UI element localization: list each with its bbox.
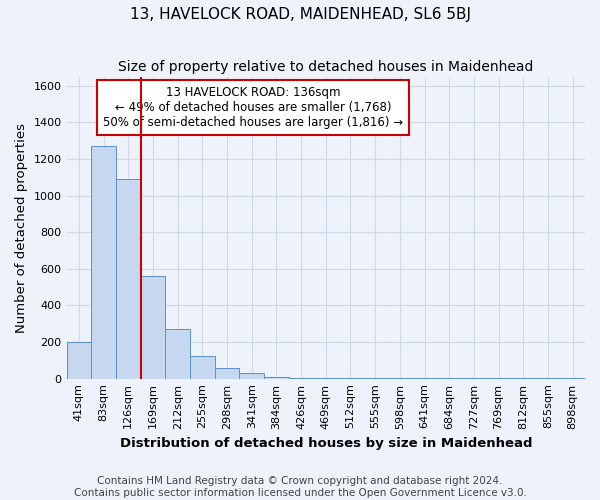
Bar [116,179,140,378]
Text: Contains HM Land Registry data © Crown copyright and database right 2024.
Contai: Contains HM Land Registry data © Crown c… [74,476,526,498]
Y-axis label: Number of detached properties: Number of detached properties [15,122,28,332]
Bar [67,342,91,378]
Bar [165,329,190,378]
Text: 13 HAVELOCK ROAD: 136sqm
← 49% of detached houses are smaller (1,768)
50% of sem: 13 HAVELOCK ROAD: 136sqm ← 49% of detach… [103,86,403,128]
Bar [264,377,289,378]
Bar [215,368,239,378]
Title: Size of property relative to detached houses in Maidenhead: Size of property relative to detached ho… [118,60,533,74]
Bar [140,276,165,378]
Text: 13, HAVELOCK ROAD, MAIDENHEAD, SL6 5BJ: 13, HAVELOCK ROAD, MAIDENHEAD, SL6 5BJ [130,8,470,22]
Bar [91,146,116,378]
Bar [239,373,264,378]
Bar [190,356,215,378]
X-axis label: Distribution of detached houses by size in Maidenhead: Distribution of detached houses by size … [119,437,532,450]
